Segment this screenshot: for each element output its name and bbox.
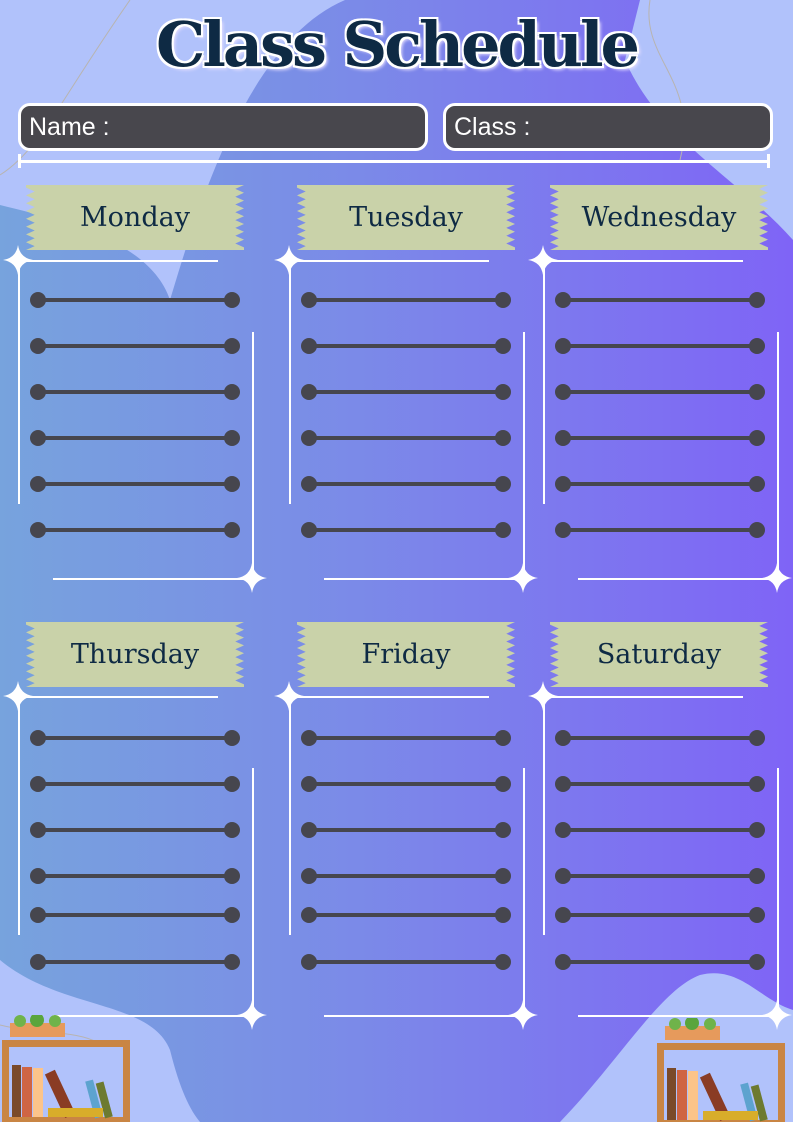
panel-top-border: [289, 260, 489, 262]
sparkle-icon: [237, 563, 267, 593]
panel-bottom-border: [53, 1015, 252, 1017]
panel-top-border: [18, 260, 218, 262]
schedule-slot-line[interactable]: [30, 384, 240, 400]
day-label: Wednesday: [581, 202, 737, 233]
schedule-slot-line[interactable]: [301, 292, 511, 308]
panel-right-border: [523, 332, 525, 578]
panel-bottom-border: [53, 578, 252, 580]
schedule-slot-line[interactable]: [555, 476, 765, 492]
sparkle-icon: [3, 245, 33, 275]
day-header-wednesday: Wednesday: [550, 185, 768, 250]
day-label: Tuesday: [349, 202, 463, 233]
schedule-slot-line[interactable]: [30, 822, 240, 838]
divider: [18, 154, 770, 168]
schedule-slot-line[interactable]: [555, 730, 765, 746]
schedule-slot-line[interactable]: [301, 384, 511, 400]
day-label: Monday: [80, 202, 190, 233]
sparkle-icon: [762, 563, 792, 593]
panel-left-border: [18, 260, 20, 504]
class-label: Class :: [454, 113, 531, 141]
day-label: Saturday: [596, 639, 722, 670]
schedule-slot-line[interactable]: [555, 430, 765, 446]
day-label: Thursday: [70, 639, 200, 670]
day-header-friday: Friday: [297, 622, 515, 687]
day-header-tuesday: Tuesday: [297, 185, 515, 250]
sparkle-icon: [508, 563, 538, 593]
panel-bottom-border: [578, 1015, 777, 1017]
schedule-slot-line[interactable]: [301, 776, 511, 792]
sparkle-icon: [274, 681, 304, 711]
panel-left-border: [18, 696, 20, 935]
schedule-slot-line[interactable]: [30, 776, 240, 792]
schedule-slot-line[interactable]: [301, 476, 511, 492]
day-header-monday: Monday: [26, 185, 244, 250]
panel-bottom-border: [578, 578, 777, 580]
schedule-slot-line[interactable]: [301, 954, 511, 970]
schedule-slot-line[interactable]: [30, 522, 240, 538]
schedule-slot-line[interactable]: [555, 384, 765, 400]
panel-top-border: [289, 696, 489, 698]
panel-right-border: [252, 332, 254, 578]
panel-right-border: [777, 332, 779, 578]
schedule-slot-line[interactable]: [301, 822, 511, 838]
schedule-slot-line[interactable]: [555, 292, 765, 308]
schedule-slot-line[interactable]: [555, 338, 765, 354]
class-field[interactable]: Class :: [443, 103, 773, 151]
panel-left-border: [543, 260, 545, 504]
schedule-slot-line[interactable]: [555, 868, 765, 884]
schedule-slot-line[interactable]: [30, 292, 240, 308]
sparkle-icon: [528, 681, 558, 711]
panel-left-border: [543, 696, 545, 935]
panel-right-border: [777, 768, 779, 1015]
day-header-thursday: Thursday: [26, 622, 244, 687]
schedule-slot-line[interactable]: [30, 338, 240, 354]
schedule-slot-line[interactable]: [555, 522, 765, 538]
schedule-slot-line[interactable]: [30, 954, 240, 970]
schedule-slot-line[interactable]: [301, 522, 511, 538]
schedule-slot-line[interactable]: [555, 954, 765, 970]
name-label: Name :: [29, 113, 110, 141]
panel-right-border: [252, 768, 254, 1015]
bookshelf-left-icon: [2, 1015, 130, 1122]
schedule-slot-line[interactable]: [301, 430, 511, 446]
panel-left-border: [289, 260, 291, 504]
sparkle-icon: [508, 1000, 538, 1030]
schedule-slot-line[interactable]: [301, 868, 511, 884]
sparkle-icon: [762, 1000, 792, 1030]
sparkle-icon: [237, 1000, 267, 1030]
schedule-slot-line[interactable]: [30, 907, 240, 923]
schedule-slot-line[interactable]: [30, 430, 240, 446]
panel-top-border: [543, 260, 743, 262]
sparkle-icon: [3, 681, 33, 711]
sparkle-icon: [528, 245, 558, 275]
day-header-saturday: Saturday: [550, 622, 768, 687]
day-label: Friday: [361, 639, 451, 670]
schedule-slot-line[interactable]: [30, 476, 240, 492]
panel-left-border: [289, 696, 291, 935]
schedule-slot-line[interactable]: [555, 822, 765, 838]
sparkle-icon: [274, 245, 304, 275]
schedule-slot-line[interactable]: [30, 868, 240, 884]
schedule-slot-line[interactable]: [301, 338, 511, 354]
schedule-slot-line[interactable]: [30, 730, 240, 746]
bookshelf-right-icon: [657, 1018, 785, 1122]
schedule-slot-line[interactable]: [555, 776, 765, 792]
panel-top-border: [543, 696, 743, 698]
schedule-slot-line[interactable]: [301, 907, 511, 923]
name-field[interactable]: Name :: [18, 103, 428, 151]
schedule-slot-line[interactable]: [555, 907, 765, 923]
panel-bottom-border: [324, 1015, 523, 1017]
page-title: Class Schedule: [156, 8, 640, 81]
panel-bottom-border: [324, 578, 523, 580]
panel-top-border: [18, 696, 218, 698]
schedule-slot-line[interactable]: [301, 730, 511, 746]
panel-right-border: [523, 768, 525, 1015]
